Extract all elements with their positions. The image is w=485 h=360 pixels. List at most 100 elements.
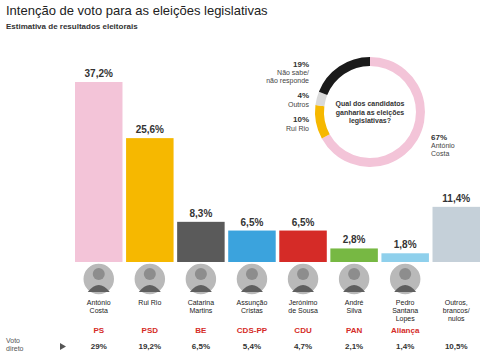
direct-vote-value: 4,7% [294,342,312,351]
text-line: Silva [347,307,362,314]
donut-slice [319,57,370,95]
text-line: Outros, [445,299,468,306]
category-label: AntónioCosta [87,299,111,314]
bar [126,138,173,262]
text-line: Não sabe/ [277,69,309,76]
text-line: direto [6,345,24,352]
candidate-photo-head [348,268,360,280]
donut-category-label: Não sabe/não responde [266,69,309,85]
data-label: 2,8% [343,234,366,245]
bar [75,82,122,262]
title: Intenção de voto para as eleições legisl… [6,3,268,18]
candidate-photo-head [297,268,309,280]
text-line: Voto [6,337,20,344]
direct-vote-value: 10,5% [445,342,468,351]
text-line: Cristas [241,307,263,314]
bar [330,248,377,262]
subtitle: Estimativa de resultados eleitorais [6,22,138,31]
donut-category-label: Outros [288,101,310,108]
candidate-photo-body [292,285,314,292]
candidate-photo [134,263,166,295]
candidate-photo [338,263,370,295]
text-line: Catarina [188,299,215,306]
candidate-photo-head [246,268,258,280]
party-label: CDU [294,326,312,335]
text-line: Costa [90,307,108,314]
party-label: CDS-PP [237,326,268,335]
text-line: Martins [189,307,212,314]
donut-category-label: Rui Rio [286,125,309,132]
chart-svg: Intenção de voto para as eleições legisl… [0,0,485,360]
text-line: Pedro [396,299,415,306]
data-label: 8,3% [189,208,212,219]
text-line: André [345,299,364,306]
candidate-photo-head [93,268,105,280]
text-line: Costa [431,150,449,157]
bar [381,253,428,262]
text-line: de Sousa [288,307,318,314]
text-line: legislativas? [349,117,391,125]
data-label: 37,2% [85,68,113,79]
donut-title: Qual dos candidatosganharia as eleiçõesl… [336,100,405,125]
photos [83,263,421,295]
category-label: PedroSantanaLopes [392,299,418,323]
direct-vote-value: 1,4% [396,342,414,351]
donut-category-label: AntónioCosta [431,142,455,157]
party-label: Aliança [391,326,420,335]
data-label: 1,8% [394,239,417,250]
candidate-photo-head [399,268,411,280]
data-label: 6,5% [292,217,315,228]
data-label: 6,5% [241,217,264,228]
data-label: 11,4% [442,193,470,204]
direct-vote-value: 6,5% [192,342,210,351]
text-line: não responde [266,77,309,85]
text-line: brancos/ [443,307,470,314]
direct-vote-label: Votodireto [6,337,24,352]
bar [177,222,224,262]
party-label: PAN [346,326,363,335]
bar [228,231,275,262]
candidate-photo [236,263,268,295]
text-line: ganharia as eleições [336,109,405,117]
text-line: Santana [392,307,418,314]
bar [279,231,326,262]
candidate-photo [389,263,421,295]
text-line: Qual dos candidatos [336,100,405,108]
candidate-photo [287,263,319,295]
candidate-photo [83,263,115,295]
candidate-photo [185,263,217,295]
donut-value-label: 4% [297,91,309,100]
direct-vote-value: 19,2% [138,342,161,351]
data-label: 25,6% [136,124,164,135]
category-label: CatarinaMartins [188,299,215,314]
text-line: Rui Rio [286,125,309,132]
chart-container: Intenção de voto para as eleições legisl… [0,0,485,360]
donut-value-label: 10% [293,115,309,124]
candidate-photo-body [241,285,263,292]
candidate-photo-head [144,268,156,280]
direct-vote-value: 29% [91,342,107,351]
text-line: Lopes [396,315,416,323]
text-line: António [87,299,111,306]
text-line: Rui Rio [138,299,161,306]
category-label: Jerónimode Sousa [288,299,318,314]
candidate-photo-body [139,285,161,292]
category-label: AssunçãoCristas [237,299,268,314]
candidate-photo-body [190,285,212,292]
text-line: Jerónimo [289,299,318,306]
direct-vote-value: 2,1% [345,342,363,351]
party-label: PSD [142,326,159,335]
category-label: Outros,brancos/nulos [443,299,470,322]
text-line: Outros [288,101,310,108]
text-line: António [431,142,455,149]
party-label: PS [93,326,104,335]
candidate-photo-body [88,285,110,292]
donut-value-label: 67% [431,133,447,142]
direct-vote-value: 5,4% [243,342,261,351]
text-line: nulos [448,315,465,322]
category-label: Rui Rio [138,299,161,306]
candidate-photo-body [343,285,365,292]
donut-slice [315,105,330,138]
bar-texts: 37,2% 25,6% 8,3% 6,5% 6,5% 2,8% 1,8% 11,4% Antón… [6,68,470,352]
candidate-photo-body [394,285,416,292]
